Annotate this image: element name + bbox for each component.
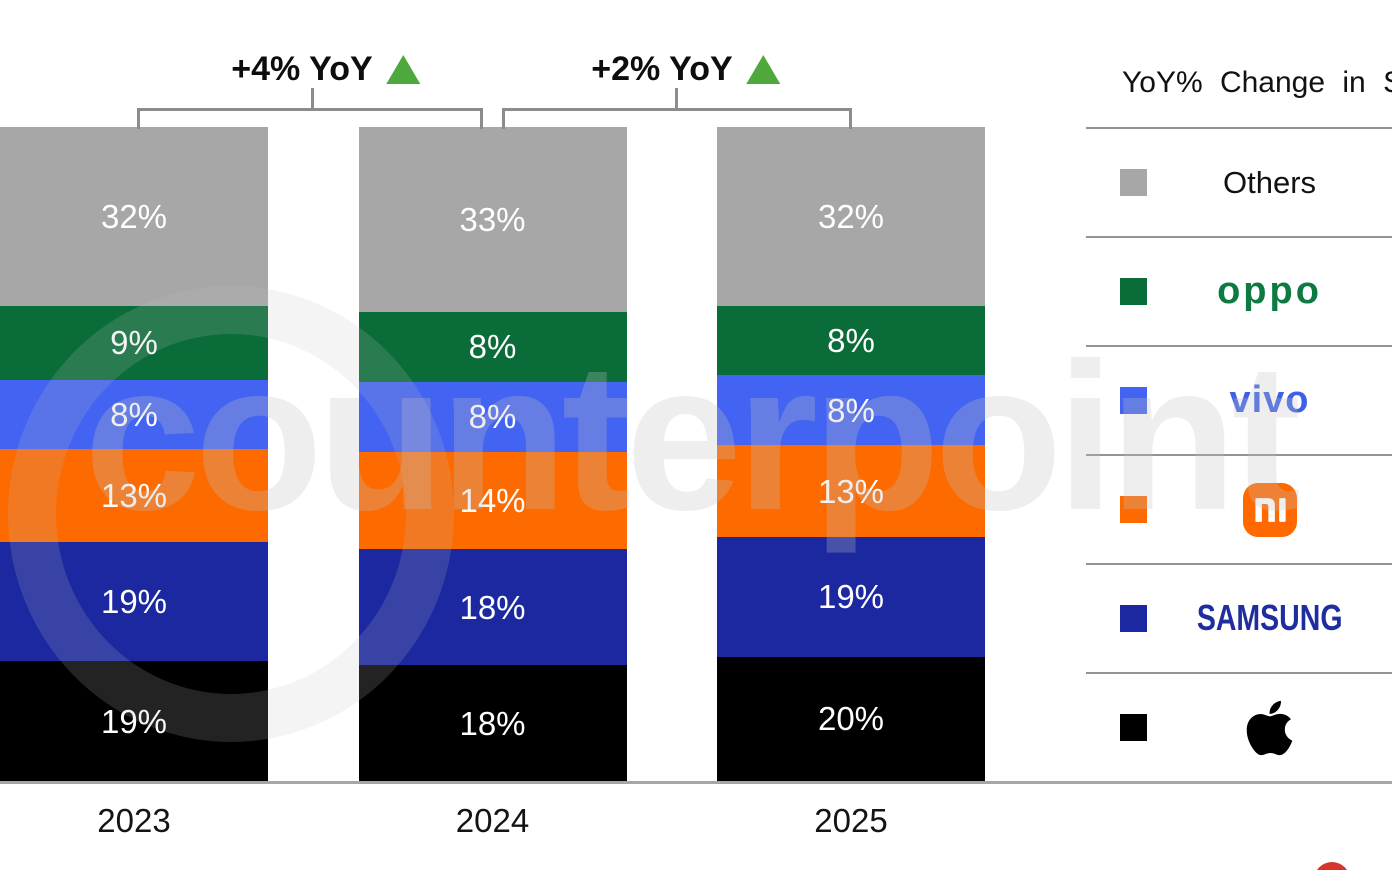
bars-area: 32% 9% 8% 13% 19% 19% 33% 8% 8% 14% 18% 18% 32% 8% 8% 1… bbox=[0, 127, 985, 782]
segment-vivo-2025: 8% bbox=[717, 375, 985, 445]
legend-swatch-others bbox=[1120, 169, 1147, 196]
segment-apple-2024: 18% bbox=[358, 665, 627, 781]
segment-value-label: 20% bbox=[817, 700, 885, 738]
segment-xiaomi-2024: 14% bbox=[358, 451, 627, 550]
segment-value-label: 32% bbox=[817, 197, 885, 235]
yoy-bracket-2024-2025 bbox=[502, 108, 852, 111]
segment-value-label: 8% bbox=[827, 391, 875, 429]
segment-value-label: 13% bbox=[817, 472, 885, 510]
legend-swatch-vivo bbox=[1120, 387, 1147, 414]
segment-value-label: 19% bbox=[100, 702, 168, 740]
segment-samsung-2023: 19% bbox=[0, 541, 268, 662]
segment-value-label: 19% bbox=[817, 578, 885, 616]
legend-row-apple bbox=[1086, 672, 1392, 781]
legend-row-xiaomi bbox=[1086, 454, 1392, 563]
segment-value-label: 13% bbox=[100, 477, 168, 515]
segment-value-label: 33% bbox=[459, 201, 526, 238]
apple-logo-icon bbox=[1147, 697, 1392, 759]
segment-samsung-2024: 18% bbox=[358, 549, 627, 666]
bar-2024: 33% 8% 8% 14% 18% 18% bbox=[358, 127, 627, 781]
others-logo: Others bbox=[1147, 165, 1392, 201]
apple-icon bbox=[1246, 700, 1293, 755]
segment-value-label: 18% bbox=[459, 704, 526, 742]
up-triangle-icon bbox=[386, 55, 421, 84]
legend-header: YoY% Change in S bbox=[1122, 66, 1392, 99]
segment-apple-2023: 19% bbox=[0, 661, 268, 782]
x-label-2025: 2025 bbox=[814, 802, 888, 839]
samsung-logo: SAMSUNG bbox=[1147, 598, 1392, 638]
segment-others-2025: 32% bbox=[717, 127, 985, 306]
segment-value-label: 8% bbox=[468, 328, 517, 366]
legend-row-others: Others bbox=[1086, 127, 1392, 236]
vivo-logo: vivo bbox=[1147, 379, 1392, 422]
xiaomi-logo-icon bbox=[1147, 482, 1392, 537]
legend-row-oppo: oppo bbox=[1086, 236, 1392, 345]
bar-2025: 32% 8% 8% 13% 19% 20% bbox=[717, 127, 985, 782]
segment-oppo-2023: 9% bbox=[0, 305, 268, 380]
yoy-bracket-left-tick bbox=[137, 108, 140, 129]
segment-value-label: 32% bbox=[100, 197, 168, 235]
segment-value-label: 19% bbox=[100, 583, 168, 621]
yoy-annotation-2025: +2% YoY bbox=[591, 50, 781, 89]
legend-row-samsung: SAMSUNG bbox=[1086, 563, 1392, 672]
legend-swatch-xiaomi bbox=[1120, 496, 1147, 523]
x-label-2024: 2024 bbox=[455, 802, 530, 839]
legend-row-vivo: vivo bbox=[1086, 345, 1392, 454]
legend-rows: Others oppo vivo SAMSUNG bbox=[1086, 127, 1392, 781]
yoy-bracket-label-tick bbox=[675, 88, 678, 109]
segment-xiaomi-2023: 13% bbox=[0, 449, 268, 542]
segment-value-label: 8% bbox=[110, 396, 158, 434]
yoy-annotation-label: +2% YoY bbox=[591, 50, 733, 88]
up-triangle-icon bbox=[746, 55, 781, 84]
segment-others-2024: 33% bbox=[358, 127, 627, 312]
segment-vivo-2024: 8% bbox=[358, 381, 627, 452]
yoy-bracket-label-tick bbox=[311, 88, 314, 109]
yoy-bracket-right-tick bbox=[849, 108, 852, 129]
xiaomi-mi-icon bbox=[1242, 482, 1297, 537]
legend-swatch-oppo bbox=[1120, 278, 1147, 305]
legend-swatch-samsung bbox=[1120, 605, 1147, 632]
bar-2023: 32% 9% 8% 13% 19% 19% bbox=[0, 127, 268, 782]
x-axis-line bbox=[0, 781, 1392, 784]
vivo-logo-text: vivo bbox=[1229, 379, 1310, 421]
yoy-annotation-2024: +4% YoY bbox=[231, 50, 421, 89]
legend-panel: YoY% Change in S Others oppo vivo SAMSUNG bbox=[1086, 0, 1392, 784]
others-logo-text: Others bbox=[1222, 164, 1317, 200]
segment-oppo-2024: 8% bbox=[358, 312, 627, 382]
segment-xiaomi-2025: 13% bbox=[717, 444, 985, 538]
segment-oppo-2025: 8% bbox=[717, 305, 985, 376]
oppo-logo: oppo bbox=[1147, 270, 1392, 313]
segment-samsung-2025: 19% bbox=[717, 537, 985, 657]
yoy-bracket-2023-2024 bbox=[137, 108, 483, 111]
x-label-2023: 2023 bbox=[97, 802, 171, 839]
samsung-logo-text: SAMSUNG bbox=[1196, 598, 1343, 638]
segment-value-label: 18% bbox=[459, 588, 526, 626]
segment-vivo-2023: 8% bbox=[0, 379, 268, 450]
segment-others-2023: 32% bbox=[0, 127, 268, 306]
x-labels: 2023 2024 2025 bbox=[0, 802, 985, 840]
yoy-annotation-label: +4% YoY bbox=[231, 50, 373, 88]
segment-value-label: 14% bbox=[459, 481, 526, 519]
yoy-bracket-left-tick bbox=[502, 108, 505, 129]
segment-value-label: 8% bbox=[827, 322, 875, 360]
segment-value-label: 8% bbox=[468, 398, 517, 436]
yoy-bracket-right-tick bbox=[480, 108, 483, 129]
segment-value-label: 9% bbox=[110, 324, 158, 362]
red-corner-mark-icon bbox=[1314, 862, 1350, 870]
segment-apple-2025: 20% bbox=[717, 656, 985, 782]
oppo-logo-text: oppo bbox=[1217, 270, 1322, 312]
legend-swatch-apple bbox=[1120, 714, 1147, 741]
